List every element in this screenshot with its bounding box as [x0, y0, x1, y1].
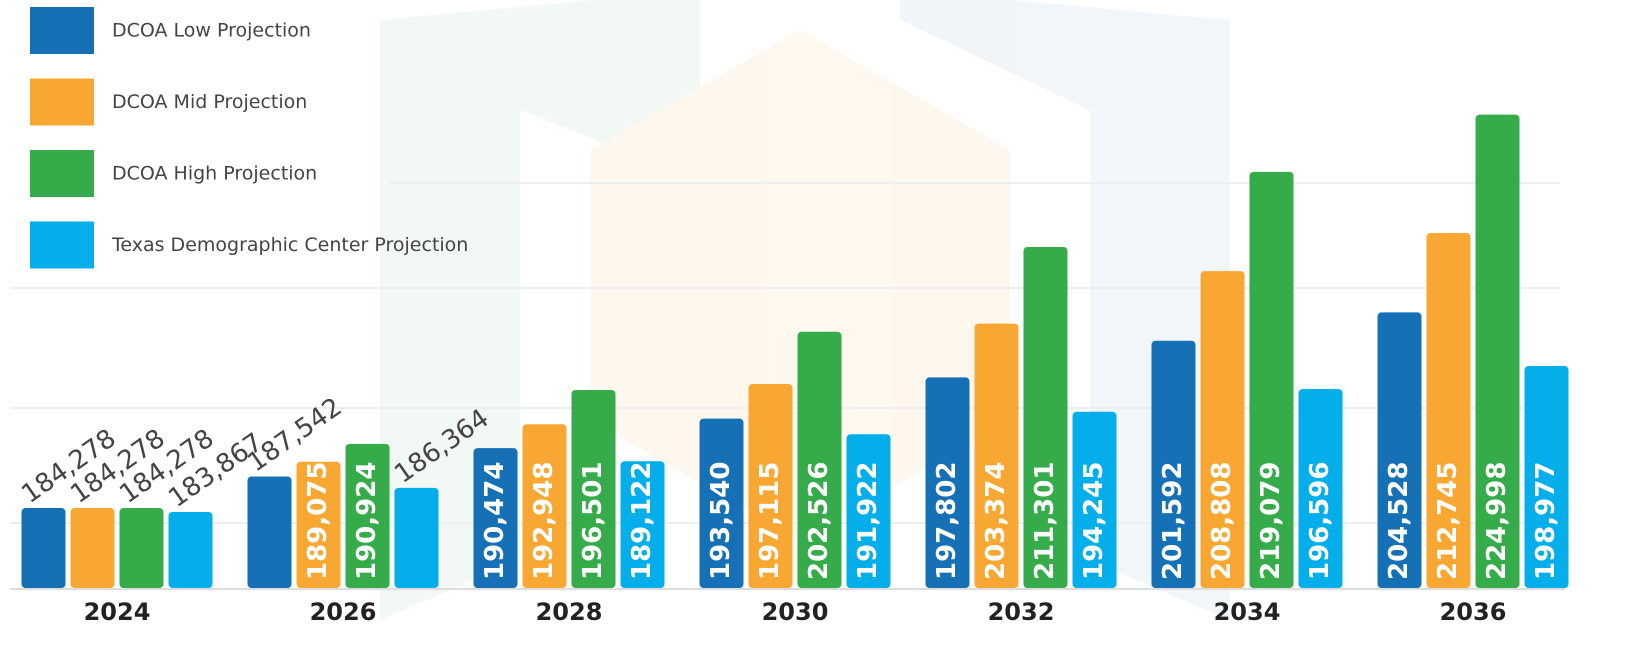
bar: [522, 424, 567, 588]
value-label: 196,501: [578, 462, 608, 580]
bar: [925, 377, 970, 588]
value-label: 198,977: [1531, 462, 1561, 580]
bar: [748, 384, 793, 588]
value-label: 212,745: [1433, 462, 1463, 580]
bar: [70, 508, 115, 588]
bar: [119, 508, 164, 588]
x-tick-label: 2028: [536, 598, 603, 626]
value-label: 196,596: [1305, 462, 1335, 580]
bar: [1298, 389, 1343, 588]
value-label: 224,998: [1482, 462, 1512, 580]
bar: [1023, 246, 1068, 588]
value-label: 197,802: [932, 462, 962, 580]
bar: [394, 487, 439, 588]
value-label: 208,808: [1207, 462, 1237, 580]
x-tick-label: 2026: [310, 598, 377, 626]
value-label: 190,474: [480, 462, 510, 580]
bar: [571, 389, 616, 588]
bar: [1072, 411, 1117, 588]
bar: [1377, 312, 1422, 588]
value-label: 194,245: [1079, 462, 1109, 580]
legend-swatch: [30, 150, 94, 197]
value-label: 190,924: [352, 462, 382, 580]
bar: [974, 323, 1019, 588]
bar: [345, 443, 390, 588]
bar: [247, 476, 292, 588]
value-label: 191,922: [853, 462, 883, 580]
value-label: 211,301: [1030, 462, 1060, 580]
legend-label: DCOA Low Projection: [112, 20, 311, 42]
bar: [1200, 271, 1245, 588]
value-label: 201,592: [1158, 462, 1188, 580]
bar: [1475, 114, 1520, 588]
x-tick-label: 2032: [988, 598, 1055, 626]
legend-label: Texas Demographic Center Projection: [111, 234, 468, 256]
background-logo: [380, 0, 1230, 620]
value-label: 204,528: [1384, 462, 1414, 580]
bar: [296, 461, 341, 588]
x-tick-label: 2034: [1214, 598, 1281, 626]
x-tick-label: 2030: [762, 598, 829, 626]
bar: [168, 512, 213, 588]
legend-swatch: [30, 78, 94, 126]
bar: [1151, 340, 1196, 588]
value-label: 189,075: [303, 462, 333, 580]
bar: [797, 331, 842, 588]
bar: [620, 461, 665, 588]
legend-label: DCOA Mid Projection: [112, 91, 307, 113]
value-label: 189,122: [627, 462, 657, 580]
x-tick-label: 2036: [1440, 598, 1507, 626]
value-label: 193,540: [706, 462, 736, 580]
value-label: 197,115: [755, 462, 785, 580]
bar: [1249, 171, 1294, 588]
value-label: 202,526: [804, 462, 834, 580]
bar: [473, 448, 518, 588]
value-label: 203,374: [981, 462, 1011, 580]
bar: [846, 434, 891, 588]
bar: [1524, 366, 1569, 588]
bar: [1426, 233, 1471, 588]
value-label: 219,079: [1256, 462, 1286, 580]
value-label: 192,948: [529, 462, 559, 580]
x-tick-label: 2024: [84, 598, 151, 626]
legend-label: DCOA High Projection: [112, 163, 317, 185]
legend-swatch: [30, 7, 94, 54]
bar: [699, 418, 744, 588]
legend-swatch: [30, 221, 94, 269]
bar: [21, 508, 66, 588]
